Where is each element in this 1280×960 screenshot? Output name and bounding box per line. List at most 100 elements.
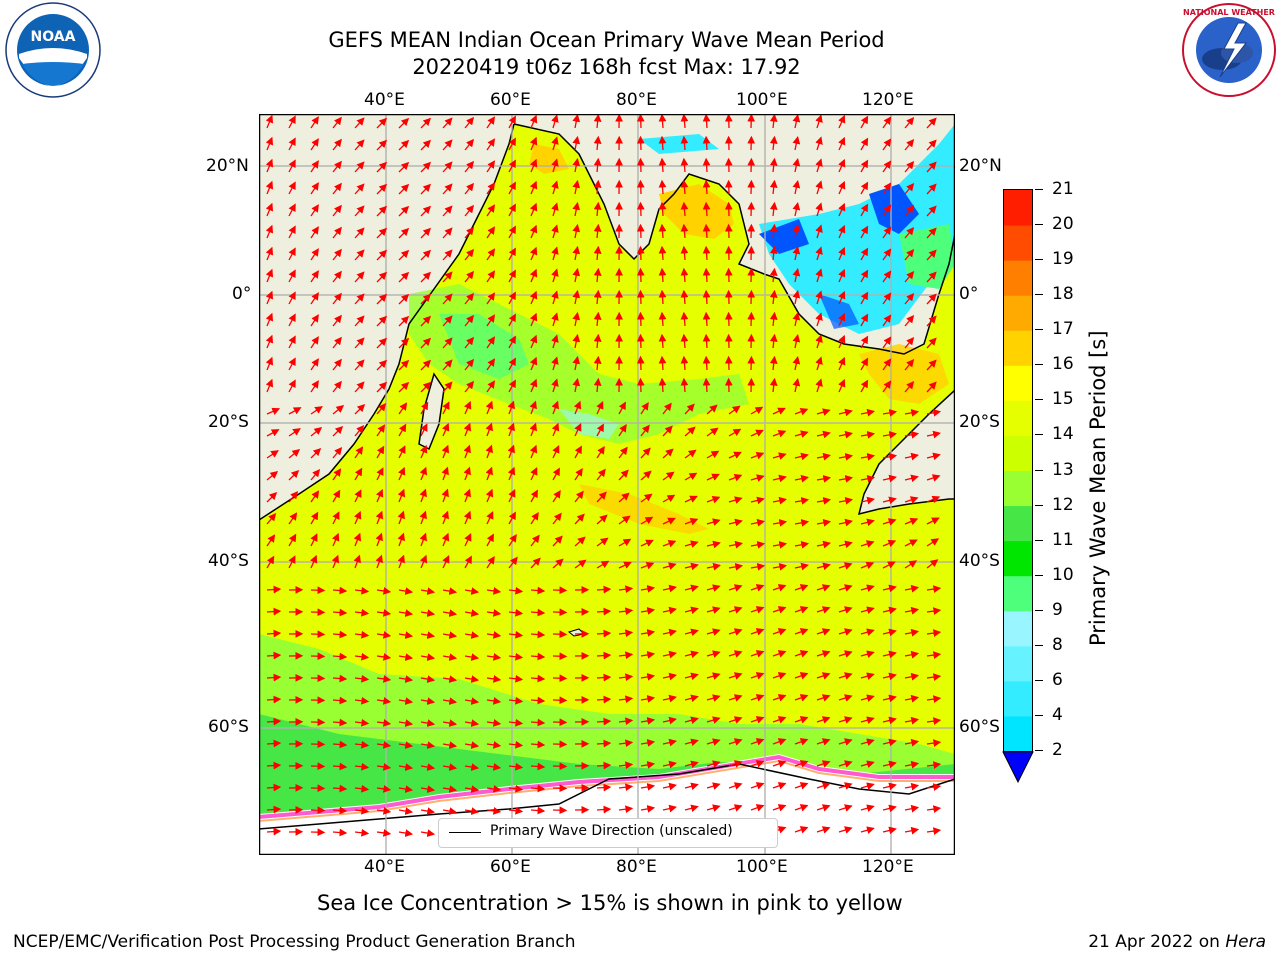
- wave-arrow: [860, 561, 875, 570]
- wave-arrow: [860, 247, 869, 261]
- wave-arrow: [838, 180, 846, 195]
- wave-arrow: [816, 804, 831, 812]
- wave-arrow: [838, 312, 846, 327]
- wave-arrow: [926, 651, 942, 659]
- wave-arrow: [420, 741, 436, 749]
- wave-arrow: [618, 651, 634, 660]
- wave-arrow: [772, 452, 787, 460]
- wave-arrow: [882, 606, 897, 615]
- wave-arrow: [618, 446, 628, 459]
- wave-arrow: [332, 204, 342, 217]
- wave-arrow: [332, 511, 340, 525]
- wave-arrow: [463, 422, 472, 437]
- wave-arrow: [882, 431, 898, 439]
- wave-arrow: [420, 444, 428, 459]
- wave-arrow: [596, 401, 604, 415]
- wave-arrow: [376, 161, 388, 173]
- wave-arrow: [507, 422, 515, 437]
- wave-arrow: [658, 267, 667, 283]
- wave-arrow: [551, 378, 559, 393]
- wave-arrow: [662, 716, 677, 725]
- wave-arrow: [442, 763, 458, 771]
- wave-arrow: [904, 650, 920, 659]
- wave-arrow: [662, 448, 674, 459]
- wave-arrow: [398, 117, 410, 129]
- colorbar-tick-label: 11: [1052, 529, 1074, 550]
- wave-arrow: [442, 587, 458, 595]
- wave-arrow: [702, 245, 711, 261]
- wave-arrow: [618, 673, 634, 682]
- wave-arrow: [593, 355, 602, 371]
- wave-arrow: [529, 115, 538, 129]
- wave-arrow: [420, 205, 432, 217]
- wave-arrow: [310, 380, 319, 393]
- wave-arrow: [266, 651, 282, 660]
- wave-arrow: [441, 444, 450, 459]
- wave-arrow: [420, 697, 436, 705]
- wave-arrow: [354, 337, 365, 349]
- wave-arrow: [354, 293, 365, 305]
- wave-arrow: [640, 761, 656, 769]
- wave-arrow: [794, 716, 809, 724]
- wave-arrow: [551, 334, 559, 349]
- colorbar-tick-mark: [1035, 469, 1043, 471]
- wave-arrow: [618, 695, 634, 704]
- wave-arrow: [838, 268, 846, 283]
- wave-arrow: [420, 829, 436, 837]
- wave-arrow: [420, 315, 432, 327]
- wave-arrow: [266, 761, 282, 770]
- wave-arrow: [926, 517, 940, 525]
- wave-arrow: [640, 651, 656, 659]
- wave-arrow: [485, 466, 493, 481]
- wave-arrow: [288, 159, 296, 173]
- wave-arrow: [792, 180, 801, 195]
- wave-arrow: [618, 401, 626, 415]
- wave-arrow: [332, 380, 342, 393]
- footer-date-text: 21 Apr 2022 on: [1088, 932, 1226, 952]
- wave-arrow: [464, 807, 480, 815]
- wave-arrow: [486, 609, 502, 617]
- wave-arrow: [398, 609, 414, 617]
- wave-arrow: [860, 804, 875, 812]
- wave-arrow: [860, 203, 869, 217]
- lat-tick-right-20n: 20°N: [959, 156, 1002, 176]
- wave-arrow: [266, 534, 276, 547]
- wave-arrow: [750, 760, 765, 768]
- colorbar-tick-label: 13: [1052, 459, 1074, 480]
- wave-arrow: [398, 741, 414, 749]
- wave-arrow: [904, 804, 920, 813]
- wave-arrow: [574, 490, 584, 503]
- lon-tick-bottom-120e: 120°E: [862, 857, 914, 877]
- wave-arrow: [354, 630, 370, 639]
- wave-arrow: [398, 249, 410, 261]
- wave-arrow: [769, 135, 778, 151]
- lon-tick-top-40e: 40°E: [364, 90, 405, 110]
- wave-arrow: [658, 311, 667, 327]
- wave-arrow: [838, 562, 853, 570]
- lon-tick-top-60e: 60°E: [490, 90, 531, 110]
- wave-arrow: [486, 160, 496, 173]
- wave-arrow: [332, 160, 342, 173]
- wave-arrow: [485, 422, 493, 437]
- wave-arrow: [860, 431, 876, 439]
- wave-arrow: [706, 804, 721, 812]
- wave-arrow: [728, 451, 742, 459]
- wave-arrow: [926, 271, 937, 283]
- lat-tick-left-0: 0°: [232, 284, 252, 304]
- lon-tick-bottom-80e: 80°E: [616, 857, 657, 877]
- wave-arrow: [794, 804, 809, 812]
- wave-arrow: [310, 314, 319, 327]
- wave-arrow: [442, 293, 453, 305]
- wave-arrow: [816, 672, 831, 680]
- wave-arrow: [551, 202, 559, 217]
- wave-arrow: [419, 532, 427, 547]
- wave-arrow: [750, 738, 765, 746]
- wave-arrow: [882, 584, 897, 593]
- wave-arrow: [420, 587, 436, 595]
- svg-text:NATIONAL WEATHER: NATIONAL WEATHER: [1183, 8, 1275, 17]
- wave-arrow: [926, 607, 942, 615]
- wave-arrow: [266, 673, 282, 682]
- wave-arrow: [529, 224, 538, 239]
- svg-text:NOAA: NOAA: [31, 29, 76, 45]
- wave-arrow: [354, 740, 370, 749]
